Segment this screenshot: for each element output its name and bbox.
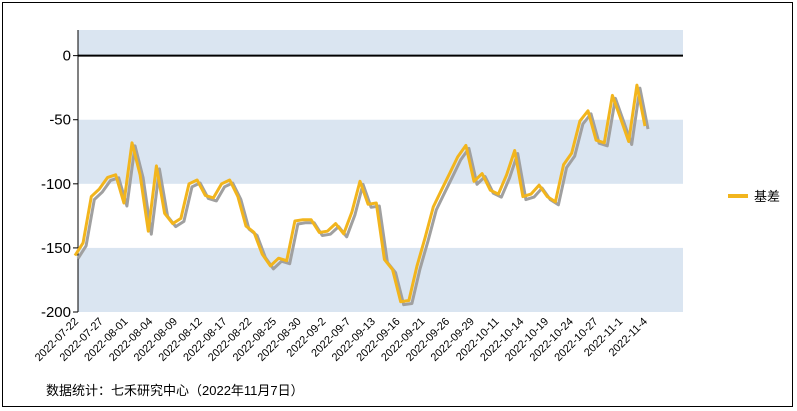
y-tick-label-2: -100: [41, 176, 71, 193]
y-axis: 0 -50 -100 -150 -200: [41, 30, 683, 321]
series-layer: [73, 83, 650, 307]
x-axis-labels: 2022-07-222022-07-272022-08-012022-08-04…: [33, 316, 650, 364]
plot-bands: [78, 30, 683, 312]
source-note: 数据统计：七禾研究中心（2022年11月7日）: [46, 383, 304, 398]
legend-label: 基差: [754, 189, 780, 204]
y-tick-label-4: -200: [41, 304, 71, 321]
series-line-basis: [73, 83, 647, 304]
band-0: [78, 30, 683, 56]
y-tick-label-1: -50: [49, 112, 71, 129]
chart-frame: [2, 2, 793, 407]
y-tick-label-0: 0: [63, 48, 71, 65]
legend: 基差: [728, 189, 780, 204]
band-2: [78, 247, 683, 312]
y-tick-label-3: -150: [41, 240, 71, 257]
